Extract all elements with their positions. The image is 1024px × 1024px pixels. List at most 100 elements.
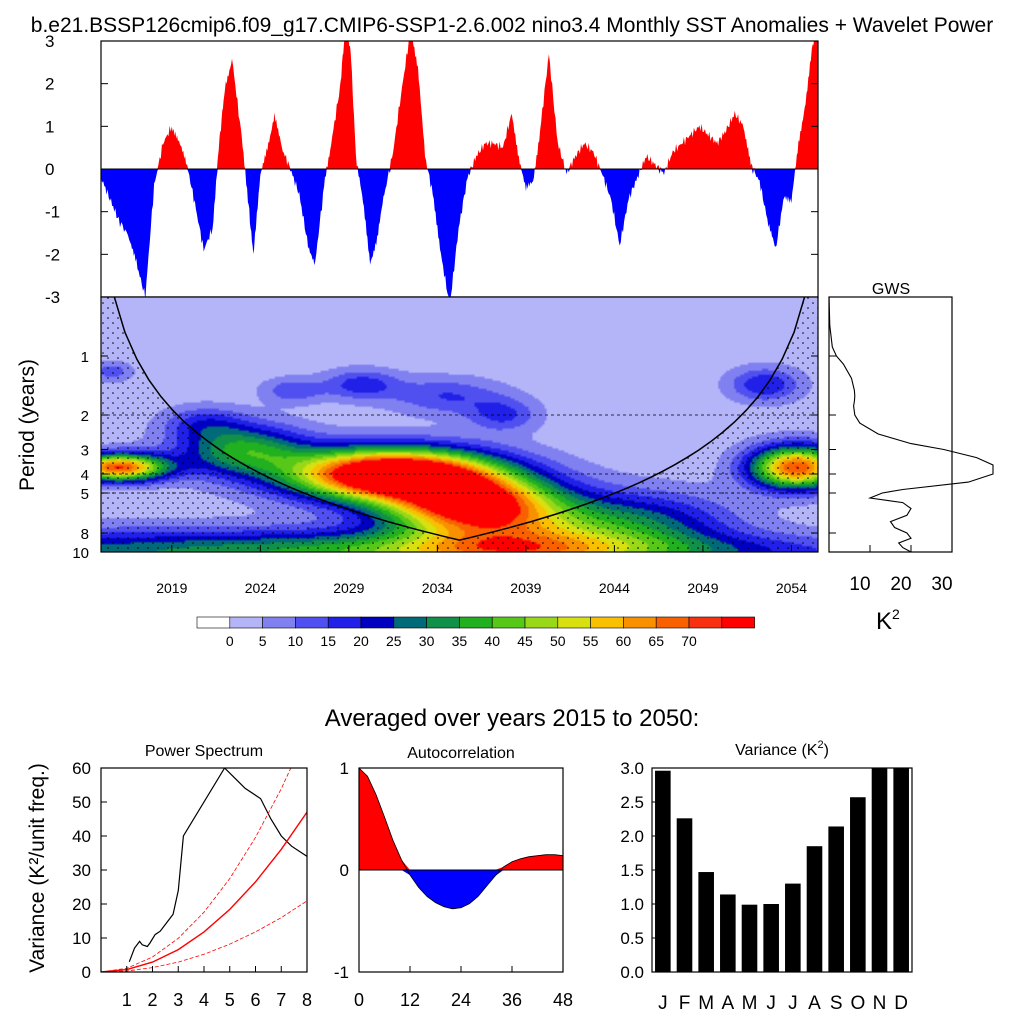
x-tick-label: 2054	[776, 580, 807, 596]
x-tick-label: 7	[276, 990, 286, 1010]
colorbar-swatch	[655, 616, 690, 629]
gws-axes-frame	[828, 296, 953, 553]
y-tick-label: 2.5	[620, 793, 644, 812]
y-tick-label: -2	[45, 245, 60, 264]
y-tick-label: 8	[81, 526, 89, 543]
spectrum-series-spectrum	[128, 768, 307, 963]
x-tick-label: 2024	[245, 580, 276, 596]
gws-x-tick-label: 10	[849, 574, 870, 595]
positive-anomaly-area	[101, 41, 818, 169]
y-tick-label: 2	[45, 75, 54, 94]
period-axis-label: Period (years)	[16, 359, 39, 491]
negative-autocorrelation-area	[359, 870, 563, 909]
y-tick-label: 60	[72, 759, 91, 778]
y-tick-label: 3	[45, 32, 54, 51]
main-title: b.e21.BSSP126cmip6.f09_g17.CMIP6-SSP1-2.…	[31, 14, 993, 37]
spectrum-series-red-noise-fit	[101, 811, 307, 972]
gws-panel: GWS 10 20 30 K2	[828, 281, 994, 635]
month-label: J	[788, 993, 798, 1014]
power-spectrum-y-axis-label: Variance (K²/unit freq.)	[26, 763, 49, 973]
y-tick-label: 1	[340, 759, 349, 778]
colorbar-swatch	[459, 616, 493, 629]
y-tick-label: 0	[340, 861, 349, 880]
x-tick-label: 1	[122, 990, 132, 1010]
x-tick-label: 2039	[510, 580, 541, 596]
x-tick-label: 2	[147, 990, 157, 1010]
variance-title: Variance (K2)	[735, 739, 829, 759]
variance-bar-3	[720, 894, 736, 972]
cone-of-influence-stipple	[101, 297, 818, 552]
month-label: A	[808, 993, 821, 1014]
spectrum-series-lower-confidence	[101, 900, 307, 972]
month-label: M	[698, 993, 714, 1014]
colorbar-swatch	[524, 616, 559, 629]
y-tick-label: 2	[81, 408, 89, 425]
colorbar-label: 70	[681, 633, 697, 649]
colorbar-label: 50	[550, 633, 566, 649]
y-tick-label: 3	[81, 443, 89, 460]
x-tick-label: 24	[451, 990, 471, 1010]
colorbar-swatch	[262, 616, 296, 629]
colorbar-label: 5	[259, 633, 267, 649]
x-tick-label: 12	[400, 990, 420, 1010]
x-tick-label: 2049	[687, 580, 718, 596]
x-tick-label: 4	[199, 990, 209, 1010]
x-tick-label: 8	[302, 990, 312, 1010]
y-tick-label: 30	[72, 861, 91, 880]
y-tick-label: 10	[72, 545, 89, 562]
y-tick-label: 1.0	[620, 895, 644, 914]
y-tick-label: 5	[81, 486, 89, 503]
color-legend-bar: 0 5 10 15 20 25 30 35 40 45 50 55 60 65 70	[196, 616, 755, 649]
month-label: A	[721, 993, 734, 1014]
colorbar-swatch	[426, 616, 460, 629]
month-label: F	[679, 993, 691, 1014]
colorbar-swatch	[393, 616, 427, 629]
x-tick-label: 36	[502, 990, 522, 1010]
variance-bar-5	[763, 904, 779, 972]
gws-x-tick-label: 30	[931, 574, 952, 595]
negative-anomaly-area	[101, 169, 818, 297]
gws-title: GWS	[872, 281, 910, 298]
y-tick-label: 2.0	[620, 827, 644, 846]
power-spectrum-panel: Power Spectrum 1 2 3 4 5 6 7 8 0 10 20 30 40 50 60 Var…	[26, 743, 312, 1010]
variance-bar-9	[850, 797, 866, 972]
y-tick-label: -1	[45, 203, 60, 222]
colorbar-label: 10	[288, 633, 304, 649]
month-label: D	[894, 993, 908, 1014]
power-spectrum-title: Power Spectrum	[145, 743, 263, 760]
x-tick-label: 2044	[599, 580, 630, 596]
spectrum-series-upper-confidence	[101, 768, 292, 972]
y-tick-label: 1.5	[620, 861, 644, 880]
x-tick-label: 2029	[333, 580, 364, 596]
colorbar-swatch	[590, 616, 624, 629]
colorbar-label: 25	[386, 633, 402, 649]
variance-bar-2	[698, 872, 714, 972]
variance-bar-8	[828, 826, 844, 972]
wavelet-axes-frame	[100, 296, 819, 553]
colorbar-swatch	[295, 616, 329, 629]
x-tick-label: 5	[225, 990, 235, 1010]
colorbar-swatch	[491, 616, 526, 629]
colorbar-label: 35	[452, 633, 468, 649]
variance-bar-6	[785, 883, 801, 972]
positive-autocorrelation-area	[359, 768, 563, 870]
colorbar-swatch	[557, 616, 591, 629]
gws-line	[828, 296, 994, 553]
y-tick-label: -1	[334, 963, 349, 982]
colorbar-swatch	[229, 616, 263, 629]
x-tick-label: 0	[354, 990, 364, 1010]
x-tick-label: 48	[553, 990, 573, 1010]
autocorrelation-line	[358, 767, 564, 910]
monthly-variance-panel: Variance (K2) J F M A M J J A S O N D0.00.51.01.52.…	[620, 739, 913, 1014]
month-label: O	[850, 993, 865, 1014]
month-label: J	[658, 993, 668, 1014]
y-tick-label: 0	[45, 160, 54, 179]
colorbar-label: 20	[353, 633, 369, 649]
colorbar-swatch	[360, 616, 395, 629]
y-tick-label: 1	[45, 117, 54, 136]
y-tick-label: 40	[72, 827, 91, 846]
colorbar-swatch	[327, 616, 362, 629]
variance-bar-4	[741, 904, 758, 972]
variance-bar-1	[676, 818, 693, 972]
y-tick-label: 0.5	[620, 929, 644, 948]
